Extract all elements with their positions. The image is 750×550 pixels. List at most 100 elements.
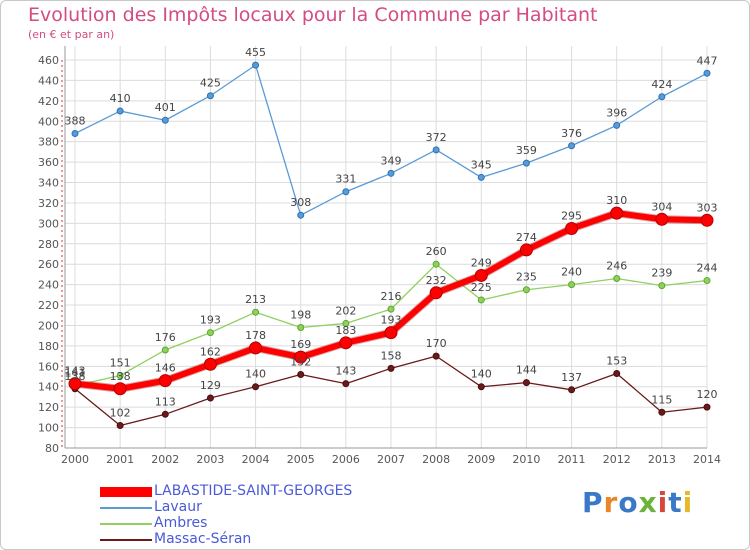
data-point	[387, 305, 395, 313]
series-lines	[68, 61, 714, 430]
data-label: 143	[335, 365, 356, 378]
data-label: 152	[290, 355, 311, 368]
data-point	[477, 383, 485, 391]
y-tick-label: 80	[45, 442, 59, 455]
data-label: 198	[290, 309, 311, 322]
data-point	[613, 369, 621, 377]
data-point	[294, 350, 308, 364]
data-point	[568, 142, 576, 150]
data-label: 115	[651, 393, 672, 406]
data-label: 146	[155, 362, 176, 375]
legend-swatch	[100, 487, 152, 497]
data-label: 140	[245, 368, 266, 381]
data-point	[113, 382, 127, 396]
data-point	[116, 107, 124, 115]
data-label: 310	[606, 194, 627, 207]
chart-title: Evolution des Impôts locaux pour la Comm…	[28, 4, 598, 26]
data-point	[519, 243, 533, 257]
data-point	[387, 364, 395, 372]
data-label: 410	[110, 92, 131, 105]
data-point	[342, 319, 350, 327]
data-point	[522, 379, 530, 387]
x-tick-label: 2014	[693, 453, 721, 466]
data-label: 183	[335, 324, 356, 337]
x-tick-label: 2002	[151, 453, 179, 466]
y-tick-label: 440	[38, 74, 59, 87]
y-tick-label: 360	[38, 156, 59, 169]
data-point	[703, 277, 711, 285]
data-point	[116, 372, 124, 380]
y-tick-label: 100	[38, 422, 59, 435]
data-label: 274	[516, 231, 537, 244]
data-point	[477, 173, 485, 181]
data-label: 169	[290, 338, 311, 351]
data-label: 193	[381, 314, 402, 327]
data-label: 113	[155, 395, 176, 408]
y-tick-label: 380	[38, 136, 59, 149]
data-label: 144	[516, 364, 537, 377]
x-tick-label: 2004	[242, 453, 270, 466]
data-label: 372	[426, 131, 447, 144]
data-label: 376	[561, 127, 582, 140]
data-point	[339, 336, 353, 350]
data-point	[700, 213, 714, 227]
logo-letter: o	[618, 486, 639, 519]
data-label: 240	[561, 266, 582, 279]
data-point	[116, 422, 124, 430]
data-point	[384, 326, 398, 340]
data-point	[161, 116, 169, 124]
data-point	[610, 206, 624, 220]
data-label: 216	[381, 290, 402, 303]
data-label: 249	[471, 256, 492, 269]
data-point	[522, 159, 530, 167]
y-tick-label: 200	[38, 319, 59, 332]
data-label: 158	[381, 349, 402, 362]
data-point	[703, 69, 711, 77]
data-point	[432, 352, 440, 360]
data-label: 232	[426, 274, 447, 287]
data-point	[342, 380, 350, 388]
data-point	[655, 212, 669, 226]
data-point	[252, 383, 260, 391]
data-point	[161, 410, 169, 418]
y-tick-label: 220	[38, 299, 59, 312]
data-label: 235	[516, 271, 537, 284]
data-label: 193	[200, 314, 221, 327]
data-label: 455	[245, 46, 266, 59]
data-label: 424	[651, 78, 672, 91]
y-tick-label: 420	[38, 95, 59, 108]
data-point	[252, 308, 260, 316]
y-tick-label: 280	[38, 238, 59, 251]
data-label: 239	[651, 267, 672, 280]
x-tick-label: 2005	[287, 453, 315, 466]
legend-label: Lavaur	[154, 499, 202, 515]
data-point	[522, 286, 530, 294]
legend-label: Ambres	[154, 515, 208, 531]
data-label: 138	[110, 370, 131, 383]
data-label: 143	[65, 365, 86, 378]
data-label: 388	[65, 115, 86, 128]
data-label: 170	[426, 337, 447, 350]
data-label: 129	[200, 379, 221, 392]
y-tick-label: 460	[38, 54, 59, 67]
data-point	[249, 341, 263, 355]
data-label: 162	[200, 345, 221, 358]
data-point	[432, 146, 440, 154]
data-point	[658, 282, 666, 290]
data-label: 141	[65, 367, 86, 380]
logo-letter: x	[638, 486, 658, 519]
data-point	[297, 324, 305, 332]
data-label: 401	[155, 101, 176, 114]
data-label: 151	[110, 357, 131, 370]
data-point	[568, 386, 576, 394]
y-tick-label: 300	[38, 217, 59, 230]
legend-swatch	[100, 507, 152, 509]
legend-label: Massac-Séran	[154, 531, 252, 547]
data-point	[252, 61, 260, 69]
x-tick-label: 2013	[648, 453, 676, 466]
logo-letter: r	[603, 486, 619, 519]
data-point	[568, 281, 576, 289]
data-label: 202	[335, 304, 356, 317]
y-tick-label: 120	[38, 401, 59, 414]
